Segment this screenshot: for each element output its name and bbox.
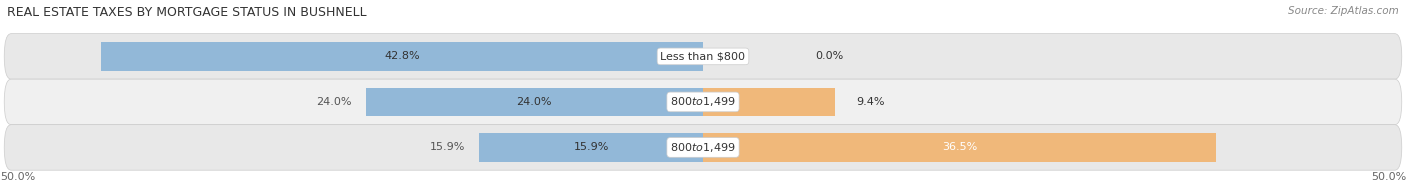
Bar <box>479 133 703 162</box>
Bar <box>703 133 1216 162</box>
Text: 15.9%: 15.9% <box>574 142 609 152</box>
Text: 50.0%: 50.0% <box>1371 172 1406 182</box>
Text: $800 to $1,499: $800 to $1,499 <box>671 141 735 154</box>
Text: Source: ZipAtlas.com: Source: ZipAtlas.com <box>1288 6 1399 16</box>
FancyBboxPatch shape <box>4 34 1402 79</box>
Text: 50.0%: 50.0% <box>0 172 35 182</box>
Text: 15.9%: 15.9% <box>430 142 465 152</box>
Text: $800 to $1,499: $800 to $1,499 <box>671 95 735 108</box>
Text: 24.0%: 24.0% <box>316 97 352 107</box>
FancyBboxPatch shape <box>4 79 1402 125</box>
Bar <box>703 88 835 116</box>
Text: 9.4%: 9.4% <box>856 97 884 107</box>
Text: 24.0%: 24.0% <box>516 97 553 107</box>
Bar <box>101 42 703 71</box>
Text: Less than $800: Less than $800 <box>661 51 745 61</box>
Text: 36.5%: 36.5% <box>942 142 977 152</box>
Text: REAL ESTATE TAXES BY MORTGAGE STATUS IN BUSHNELL: REAL ESTATE TAXES BY MORTGAGE STATUS IN … <box>7 6 367 19</box>
Text: 0.0%: 0.0% <box>815 51 844 61</box>
FancyBboxPatch shape <box>4 125 1402 170</box>
Bar <box>366 88 703 116</box>
Text: 42.8%: 42.8% <box>384 51 420 61</box>
